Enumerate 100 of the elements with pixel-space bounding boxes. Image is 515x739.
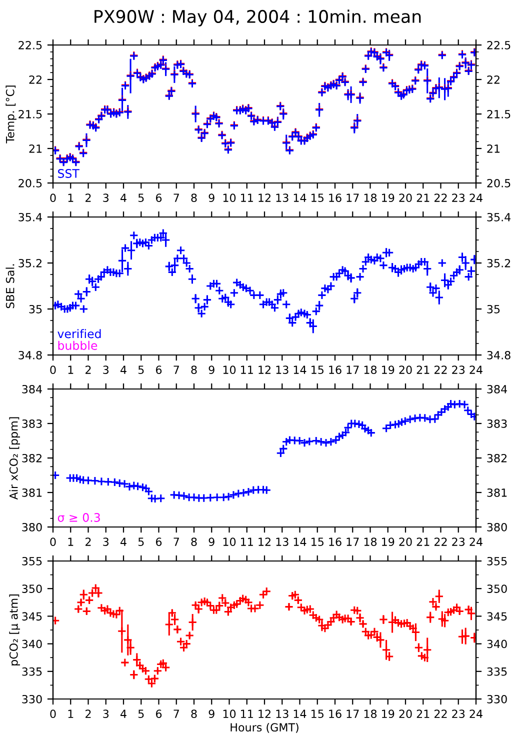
x-tick-label: 8 xyxy=(191,366,197,374)
x-tick-label: 23 xyxy=(452,194,465,202)
x-tick-label: 10 xyxy=(223,194,236,202)
y2-tick-label: 383 xyxy=(487,419,507,428)
x-tick-label: 11 xyxy=(241,710,253,718)
x-tick-label: 17 xyxy=(346,710,359,718)
x-tick-label: 20 xyxy=(399,710,412,718)
y2-tick-label: 355 xyxy=(487,556,507,566)
x-tick-label: 3 xyxy=(103,194,109,202)
y2-tick-label: 381 xyxy=(487,488,507,497)
x-tick-label: 9 xyxy=(208,538,214,546)
y2-tick-label: 35.2 xyxy=(487,258,510,268)
x-tick-label: 4 xyxy=(120,366,126,374)
y2-tick-label: 22 xyxy=(487,75,500,84)
x-tick-label: 16 xyxy=(329,538,342,546)
x-tick-label: 9 xyxy=(208,366,214,374)
x-tick-label: 3 xyxy=(103,538,109,546)
y2-tick-label: 21 xyxy=(487,144,500,153)
x-tick-label: 24 xyxy=(470,366,482,374)
y-axis-title: Air xCO₂ [ppm] xyxy=(9,417,20,500)
y-tick-label: 382 xyxy=(22,454,42,462)
x-tick-label: 4 xyxy=(120,194,126,202)
x-tick-label: 10 xyxy=(223,538,236,546)
x-tick-label: 21 xyxy=(416,366,430,374)
y-tick-label: 350 xyxy=(22,584,42,593)
x-tick-label: 10 xyxy=(223,710,236,718)
y2-tick-label: 330 xyxy=(487,694,507,704)
x-tick-label: 7 xyxy=(174,710,179,718)
y-axis-title: pCO₂ [μ atm] xyxy=(9,594,20,666)
x-tick-label: 17 xyxy=(346,366,359,374)
x-tick-label: 22 xyxy=(434,366,447,374)
y-tick-label: 335 xyxy=(22,667,42,676)
x-tick-label: 1 xyxy=(68,366,74,374)
x-tick-label: 3 xyxy=(103,366,109,374)
x-tick-label: 4 xyxy=(120,538,126,546)
x-tick-label: 3 xyxy=(103,710,109,718)
x-tick-label: 13 xyxy=(276,194,288,202)
x-tick-label: 18 xyxy=(364,194,377,202)
x-tick-label: 11 xyxy=(241,194,253,202)
x-tick-label: 9 xyxy=(208,710,214,718)
y-tick-label: 355 xyxy=(22,556,42,566)
x-tick-label: 20 xyxy=(399,366,412,374)
y-tick-label: 384 xyxy=(22,384,42,394)
x-tick-label: 5 xyxy=(138,366,144,374)
y2-tick-label: 34.8 xyxy=(487,350,510,360)
y-tick-label: 35.2 xyxy=(18,258,42,268)
x-tick-label: 8 xyxy=(191,710,197,718)
x-tick-label: 20 xyxy=(399,194,412,202)
x-tick-label: 2 xyxy=(86,366,91,374)
x-tick-label: 16 xyxy=(329,366,342,374)
x-tick-label: 11 xyxy=(241,366,253,374)
x-tick-label: 15 xyxy=(312,194,324,202)
y-axis-title: SBE Sal. xyxy=(6,264,14,308)
x-tick-label: 2 xyxy=(86,710,91,718)
x-tick-label: 0 xyxy=(50,538,56,546)
y2-tick-label: 382 xyxy=(487,454,507,462)
x-tick-label: 23 xyxy=(452,366,465,374)
x-tick-label: 8 xyxy=(191,538,197,546)
y-tick-label: 330 xyxy=(22,694,42,704)
y2-tick-label: 350 xyxy=(487,584,507,593)
x-tick-label: 5 xyxy=(138,194,144,202)
x-tick-label: 17 xyxy=(346,538,359,546)
x-tick-label: 18 xyxy=(364,710,377,718)
x-tick-label: 19 xyxy=(382,366,394,374)
x-tick-label: 7 xyxy=(174,538,179,546)
x-tick-label: 12 xyxy=(258,710,270,718)
x-tick-label: 14 xyxy=(294,194,306,202)
x-tick-label: 19 xyxy=(382,538,394,546)
x-tick-label: 16 xyxy=(329,194,342,202)
x-tick-label: 11 xyxy=(241,538,253,546)
x-tick-label: 12 xyxy=(258,366,270,374)
y2-tick-label: 380 xyxy=(487,522,507,532)
x-tick-label: 24 xyxy=(470,538,482,546)
x-tick-label: 21 xyxy=(416,538,430,546)
annotation: bubble xyxy=(58,340,98,350)
x-tick-label: 0 xyxy=(50,194,56,202)
annotation: σ ≥ 0.3 xyxy=(58,513,100,522)
y-tick-label: 21 xyxy=(29,144,42,153)
y-axis-title: Temp. [°C] xyxy=(6,86,16,144)
x-tick-label: 0 xyxy=(50,366,56,374)
x-tick-label: 6 xyxy=(156,538,162,546)
chart-title: PX90W : May 04, 2004 : 10min. mean xyxy=(94,10,421,26)
x-tick-label: 14 xyxy=(294,366,306,374)
x-tick-label: 6 xyxy=(156,710,162,718)
x-tick-label: 19 xyxy=(382,710,394,718)
y-tick-label: 340 xyxy=(22,640,42,648)
x-tick-label: 13 xyxy=(276,366,288,374)
x-tick-label: 23 xyxy=(452,538,465,546)
y2-tick-label: 35.4 xyxy=(487,212,511,222)
x-tick-label: 10 xyxy=(223,366,236,374)
x-tick-label: 14 xyxy=(294,538,306,546)
x-tick-label: 22 xyxy=(434,194,447,202)
y2-tick-label: 22.5 xyxy=(487,40,510,50)
x-tick-label: 6 xyxy=(156,366,162,374)
x-tick-label: 12 xyxy=(258,538,270,546)
x-tick-label: 7 xyxy=(174,366,179,374)
y-tick-label: 35.4 xyxy=(18,212,42,222)
y2-tick-label: 340 xyxy=(487,640,507,648)
x-tick-label: 24 xyxy=(470,194,482,202)
y2-tick-label: 345 xyxy=(487,612,507,621)
